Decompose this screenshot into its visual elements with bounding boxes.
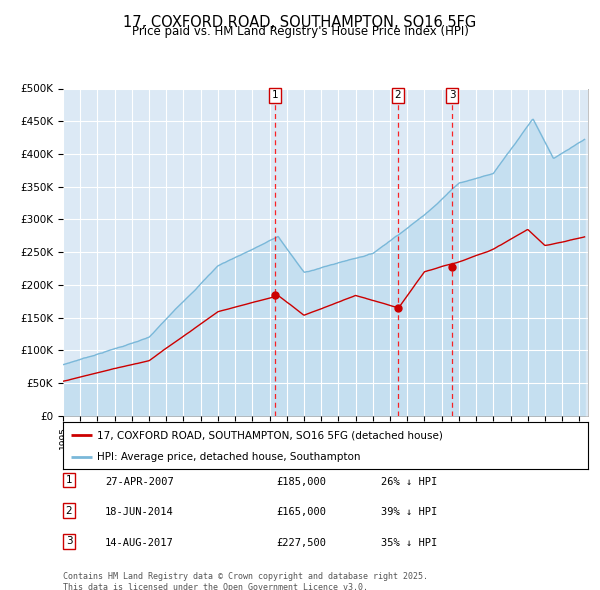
Text: 26% ↓ HPI: 26% ↓ HPI [381, 477, 437, 487]
Text: 35% ↓ HPI: 35% ↓ HPI [381, 538, 437, 548]
Text: 17, COXFORD ROAD, SOUTHAMPTON, SO16 5FG (detached house): 17, COXFORD ROAD, SOUTHAMPTON, SO16 5FG … [97, 430, 443, 440]
Text: 2: 2 [395, 90, 401, 100]
Text: Contains HM Land Registry data © Crown copyright and database right 2025.
This d: Contains HM Land Registry data © Crown c… [63, 572, 428, 590]
Text: 1: 1 [65, 475, 73, 485]
Text: £185,000: £185,000 [276, 477, 326, 487]
Text: 17, COXFORD ROAD, SOUTHAMPTON, SO16 5FG: 17, COXFORD ROAD, SOUTHAMPTON, SO16 5FG [124, 15, 476, 30]
Text: 2: 2 [65, 506, 73, 516]
Text: Price paid vs. HM Land Registry's House Price Index (HPI): Price paid vs. HM Land Registry's House … [131, 25, 469, 38]
Text: 18-JUN-2014: 18-JUN-2014 [105, 507, 174, 517]
Text: 27-APR-2007: 27-APR-2007 [105, 477, 174, 487]
Text: £165,000: £165,000 [276, 507, 326, 517]
Text: 3: 3 [65, 536, 73, 546]
Text: 1: 1 [272, 90, 278, 100]
Text: 3: 3 [449, 90, 455, 100]
Text: £227,500: £227,500 [276, 538, 326, 548]
Text: HPI: Average price, detached house, Southampton: HPI: Average price, detached house, Sout… [97, 453, 361, 462]
Text: 14-AUG-2017: 14-AUG-2017 [105, 538, 174, 548]
Text: 39% ↓ HPI: 39% ↓ HPI [381, 507, 437, 517]
